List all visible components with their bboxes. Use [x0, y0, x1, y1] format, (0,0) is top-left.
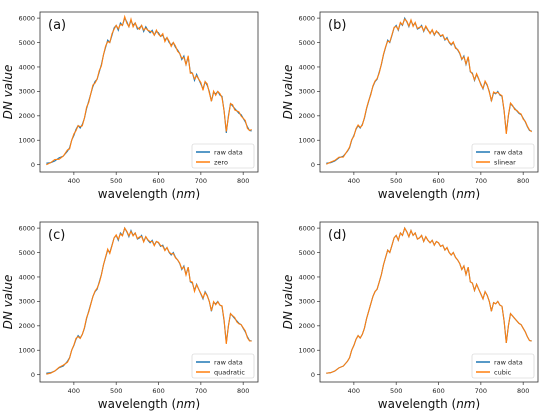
y-tick-label: 0	[311, 371, 315, 379]
x-axis-label-text: wavelength (	[378, 187, 456, 201]
x-tick-label: 500	[390, 177, 402, 185]
panel-label: (c)	[48, 228, 65, 243]
y-tick-label: 5000	[298, 249, 315, 257]
legend-label: raw data	[494, 358, 523, 366]
panel-label: (a)	[48, 18, 66, 33]
y-tick-label: 1000	[298, 137, 315, 145]
legend-label: raw data	[214, 148, 243, 156]
x-axis-label-close: )	[476, 397, 481, 411]
y-tick-label: 3000	[298, 88, 315, 96]
panel-c: 400 500 600 700 800 0 1000 2000 3000 4000 5000 6000…	[1, 221, 259, 411]
x-axis-label-close: )	[476, 187, 481, 201]
x-tick-label: 600	[432, 177, 444, 185]
legend: raw data slinear	[471, 143, 535, 169]
x-tick-label: 800	[517, 177, 529, 185]
y-tick-label: 0	[31, 161, 35, 169]
series-cubic-line	[326, 226, 532, 374]
y-axis-label: DN value	[281, 65, 295, 120]
y-tick-label: 6000	[298, 224, 315, 232]
y-tick-label: 6000	[298, 14, 315, 22]
x-tick-label: 800	[237, 387, 249, 395]
y-tick-label: 3000	[298, 298, 315, 306]
y-tick-label: 4000	[298, 63, 315, 71]
y-tick-label: 2000	[298, 112, 315, 120]
y-tick-label: 1000	[18, 347, 35, 355]
x-tick-label: 700	[475, 177, 487, 185]
legend-label: cubic	[494, 368, 512, 376]
x-axis-label-close: )	[196, 397, 201, 411]
y-tick-label: 4000	[18, 273, 35, 281]
y-tick-label: 3000	[18, 88, 35, 96]
x-tick-label: 600	[432, 387, 444, 395]
y-axis-label: DN value	[1, 65, 15, 120]
y-tick-label: 2000	[298, 322, 315, 330]
legend-label: zero	[214, 158, 228, 166]
y-tick-label: 1000	[18, 137, 35, 145]
x-axis-label-unit: nm	[176, 397, 195, 411]
x-axis-label-close: )	[196, 187, 201, 201]
x-axis-label: wavelength (nm)	[98, 397, 200, 411]
y-tick-label: 5000	[298, 39, 315, 47]
y-tick-label: 4000	[298, 273, 315, 281]
panel-label: (d)	[328, 228, 346, 243]
panel-a: 400 500 600 700 800 0 1000 2000 3000 4000 5000 6000…	[1, 11, 259, 201]
legend-label: raw data	[214, 358, 243, 366]
y-tick-label: 4000	[18, 63, 35, 71]
x-tick-label: 500	[390, 387, 402, 395]
y-tick-label: 0	[31, 371, 35, 379]
x-tick-label: 700	[195, 387, 207, 395]
x-axis-label: wavelength (nm)	[98, 187, 200, 201]
panel-label: (b)	[328, 18, 346, 33]
y-tick-label: 3000	[18, 298, 35, 306]
panel-d: 400 500 600 700 800 0 1000 2000 3000 4000 5000 6000…	[281, 221, 539, 411]
x-tick-label: 500	[110, 177, 122, 185]
series-zero-line	[46, 14, 252, 166]
y-tick-label: 6000	[18, 14, 35, 22]
y-axis-label: DN value	[1, 275, 15, 330]
x-tick-label: 400	[68, 177, 80, 185]
y-tick-label: 2000	[18, 112, 35, 120]
series-quadratic-line	[46, 226, 252, 375]
x-axis-label: wavelength (nm)	[378, 187, 480, 201]
x-tick-label: 400	[348, 177, 360, 185]
x-tick-label: 800	[517, 387, 529, 395]
y-tick-label: 5000	[18, 39, 35, 47]
y-tick-label: 1000	[298, 347, 315, 355]
legend: raw data zero	[191, 143, 255, 169]
x-tick-label: 500	[110, 387, 122, 395]
y-tick-label: 6000	[18, 224, 35, 232]
x-tick-label: 800	[237, 177, 249, 185]
x-tick-label: 600	[152, 177, 164, 185]
x-tick-label: 400	[68, 387, 80, 395]
legend-label: slinear	[494, 158, 516, 166]
x-axis-label: wavelength (nm)	[378, 397, 480, 411]
x-axis-label-text: wavelength (	[378, 397, 456, 411]
x-tick-label: 600	[152, 387, 164, 395]
panel-b: 400 500 600 700 800 0 1000 2000 3000 4000 5000 6000…	[281, 11, 539, 201]
legend-label: raw data	[494, 148, 523, 156]
x-axis-label-text: wavelength (	[98, 187, 176, 201]
legend: raw data quadratic	[191, 353, 255, 379]
x-tick-label: 700	[475, 387, 487, 395]
x-tick-label: 400	[348, 387, 360, 395]
y-tick-label: 2000	[18, 322, 35, 330]
legend: raw data cubic	[471, 353, 535, 379]
x-axis-label-unit: nm	[456, 187, 475, 201]
x-axis-label-unit: nm	[176, 187, 195, 201]
x-tick-label: 700	[195, 177, 207, 185]
x-axis-label-text: wavelength (	[98, 397, 176, 411]
y-tick-label: 0	[311, 161, 315, 169]
y-axis-label: DN value	[281, 275, 295, 330]
series-slinear-line	[326, 18, 533, 165]
legend-label: quadratic	[214, 368, 245, 376]
x-axis-label-unit: nm	[456, 397, 475, 411]
y-tick-label: 5000	[18, 249, 35, 257]
